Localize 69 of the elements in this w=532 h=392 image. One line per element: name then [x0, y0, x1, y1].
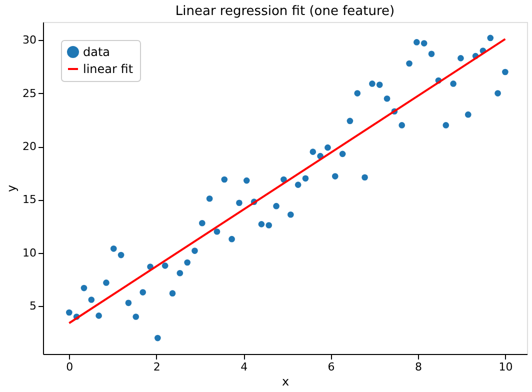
point — [487, 34, 494, 42]
x-tick-label: 6 — [328, 360, 335, 374]
point — [339, 150, 346, 158]
point — [184, 259, 190, 266]
point — [198, 220, 206, 226]
x-tick-label: 0 — [66, 360, 74, 374]
point — [221, 176, 228, 183]
y-tick-label: 5 — [30, 300, 36, 313]
point — [288, 211, 294, 218]
point — [324, 144, 331, 151]
point — [464, 111, 472, 118]
point — [280, 176, 287, 183]
point — [228, 236, 235, 242]
y-tick-label: 20 — [22, 140, 36, 153]
point — [236, 200, 242, 206]
point — [406, 60, 412, 67]
point — [414, 39, 420, 46]
point — [428, 50, 435, 58]
point — [132, 314, 140, 320]
point — [420, 40, 428, 46]
point — [302, 175, 309, 182]
point — [88, 296, 95, 303]
point — [154, 334, 161, 342]
x-tick-label: 2 — [153, 360, 160, 374]
point — [206, 195, 213, 202]
point — [442, 122, 450, 128]
point — [110, 246, 117, 252]
point — [176, 270, 184, 276]
point — [169, 290, 176, 296]
point — [192, 248, 198, 254]
x-axis-title: x — [282, 374, 290, 388]
y-tick-label: 30 — [22, 34, 36, 47]
point — [140, 289, 146, 296]
point — [502, 68, 508, 76]
point — [332, 173, 338, 180]
y-tick-label: 15 — [22, 193, 36, 206]
point — [266, 222, 272, 228]
point — [294, 182, 302, 188]
legend-label: linear fit — [83, 62, 134, 76]
point — [398, 122, 406, 128]
point — [310, 148, 316, 155]
y-axis-title: y — [4, 184, 19, 192]
chart-title: Linear regression fit (one feature) — [175, 4, 395, 19]
point — [258, 221, 265, 228]
point — [96, 312, 102, 319]
point — [66, 309, 72, 316]
point — [362, 174, 368, 181]
point — [214, 228, 220, 235]
point — [162, 262, 168, 269]
point — [354, 90, 361, 96]
point — [369, 80, 376, 87]
point — [494, 90, 501, 96]
x-tick-label: 10 — [498, 360, 513, 374]
y-tick-label: 25 — [22, 86, 36, 100]
point — [243, 177, 250, 184]
point — [103, 280, 110, 286]
x-tick-label: 4 — [240, 360, 248, 374]
point — [80, 284, 88, 292]
point — [118, 252, 124, 258]
point — [273, 202, 280, 210]
point — [458, 55, 464, 62]
point — [346, 118, 354, 124]
legend-label: data — [83, 45, 110, 59]
point — [450, 80, 456, 87]
point — [125, 300, 132, 306]
point — [384, 95, 390, 102]
x-tick-label: 8 — [414, 360, 422, 374]
y-tick-label: 10 — [22, 246, 36, 260]
point — [376, 82, 383, 88]
